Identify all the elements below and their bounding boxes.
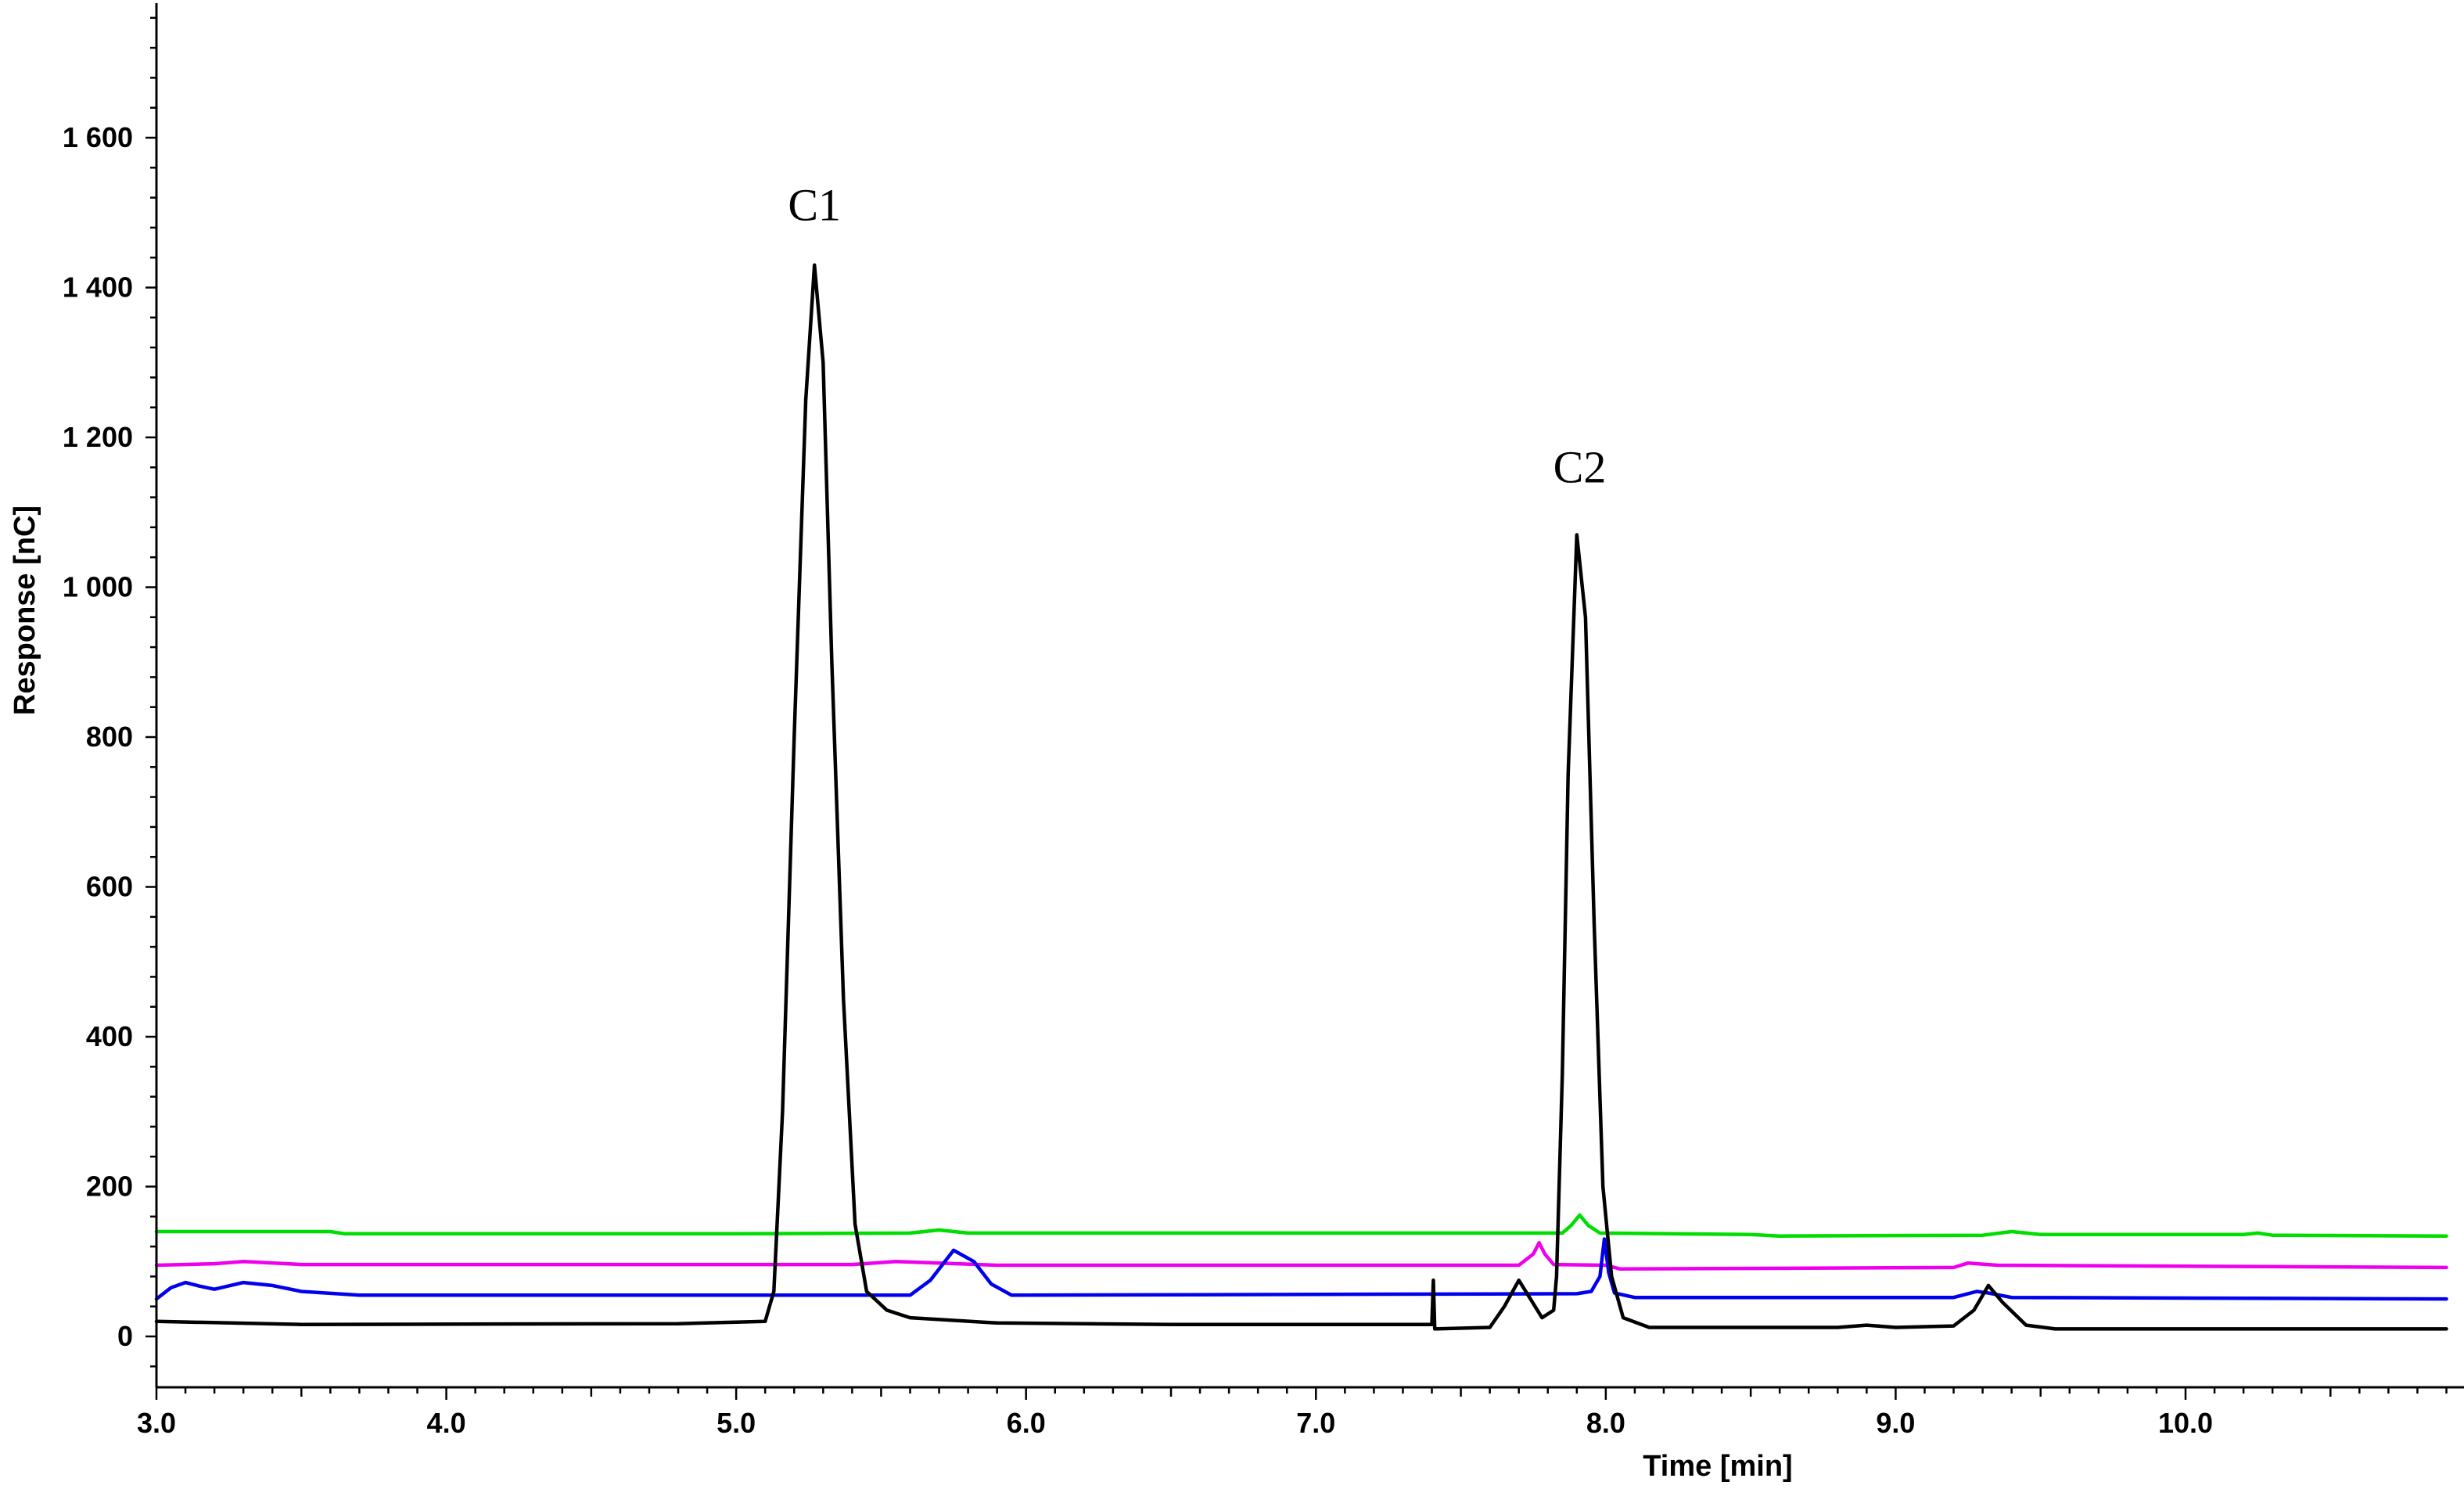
x-tick-label: 3.0: [137, 1407, 176, 1439]
axis-ticks: [145, 16, 2448, 1400]
x-tick-label: 7.0: [1296, 1407, 1335, 1439]
peak-annotations: C1 C2: [788, 179, 1606, 492]
y-tick-label: 1 600: [63, 121, 133, 153]
y-tick-label: 400: [86, 1020, 133, 1052]
y-tick-label: 800: [86, 721, 133, 753]
chromatogram-trace-3: [154, 1237, 2448, 1301]
y-tick-label: 200: [86, 1171, 133, 1203]
tick-labels: 0 200 400 600 800 1 000 1 200 1 400 1 600 3.0 4.0 5…: [63, 121, 2213, 1439]
y-tick-label: 0: [117, 1320, 133, 1352]
x-tick-label: 9.0: [1876, 1407, 1915, 1439]
x-tick-label: 6.0: [1007, 1407, 1046, 1439]
x-tick-label: 10.0: [2158, 1407, 2213, 1439]
y-axis-title: Response [nC]: [9, 505, 41, 715]
y-tick-label: 600: [86, 871, 133, 903]
chromatogram-trace-4: [154, 263, 2448, 1331]
series-lines: [154, 263, 2448, 1331]
peak-label: C2: [1553, 441, 1607, 492]
y-tick-label: 1 000: [63, 571, 133, 603]
chromatogram-trace-2: [154, 1241, 2448, 1271]
x-axis-title: Time [min]: [1643, 1450, 1792, 1483]
chromatogram-trace-1: [154, 1213, 2448, 1238]
peak-label: C1: [788, 179, 841, 230]
x-tick-label: 8.0: [1586, 1407, 1625, 1439]
x-tick-label: 5.0: [717, 1407, 756, 1439]
y-tick-label: 1 200: [63, 421, 133, 453]
y-tick-label: 1 400: [63, 272, 133, 304]
x-tick-label: 4.0: [427, 1407, 466, 1439]
